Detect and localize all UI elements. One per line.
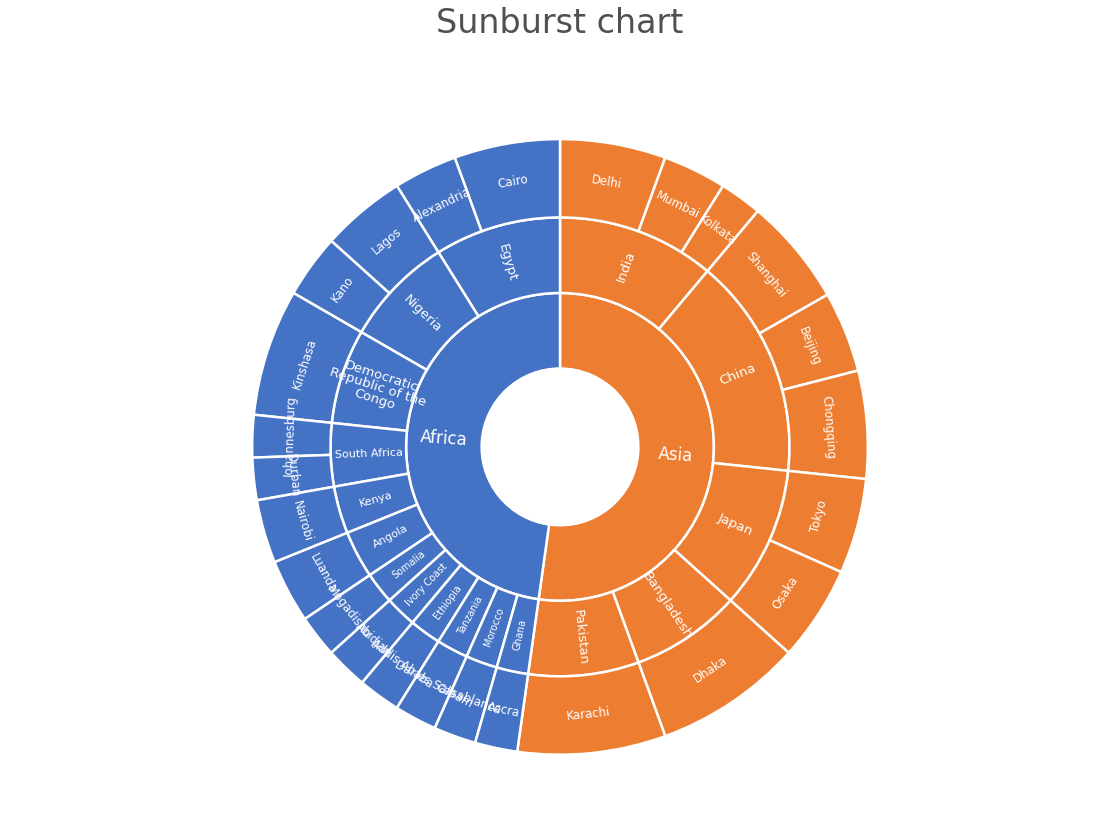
Text: Bangladesh: Bangladesh (640, 570, 694, 642)
Text: Somalia: Somalia (391, 549, 428, 580)
Wedge shape (407, 293, 560, 599)
Text: Delhi: Delhi (590, 173, 623, 192)
Text: Angola: Angola (372, 523, 410, 550)
Text: Beijing: Beijing (795, 325, 823, 367)
Wedge shape (730, 540, 841, 653)
Text: Chongqing: Chongqing (819, 395, 837, 459)
Text: Cairo: Cairo (497, 173, 530, 192)
Text: Asia: Asia (657, 445, 694, 465)
Text: Democratic
Republic of the
Congo: Democratic Republic of the Congo (324, 354, 431, 421)
Wedge shape (438, 218, 560, 317)
Text: Nairobi: Nairobi (290, 499, 314, 543)
Text: Alexandria: Alexandria (411, 186, 474, 225)
Wedge shape (638, 158, 724, 252)
Wedge shape (252, 415, 332, 458)
Text: China: China (718, 362, 758, 388)
Wedge shape (613, 550, 730, 663)
Wedge shape (334, 474, 418, 533)
Wedge shape (659, 271, 790, 471)
Wedge shape (347, 505, 432, 575)
Text: Mumbai: Mumbai (654, 189, 702, 222)
Wedge shape (332, 332, 427, 431)
Wedge shape (370, 533, 446, 601)
Wedge shape (539, 293, 713, 601)
Text: Ethiopia: Ethiopia (431, 583, 463, 621)
Wedge shape (362, 252, 478, 370)
Text: Johannesburg: Johannesburg (283, 396, 299, 478)
Wedge shape (769, 471, 866, 572)
Wedge shape (274, 533, 370, 619)
Text: Accra: Accra (487, 700, 522, 719)
Text: Tokyo: Tokyo (809, 499, 830, 534)
Wedge shape (252, 455, 334, 501)
Wedge shape (455, 139, 560, 231)
Text: Africa: Africa (420, 428, 468, 449)
Text: Morocco: Morocco (483, 606, 506, 648)
Wedge shape (517, 663, 665, 754)
Text: Kinshasa: Kinshasa (290, 337, 319, 391)
Text: Luanda: Luanda (307, 551, 338, 596)
Wedge shape (708, 211, 828, 333)
Wedge shape (638, 601, 788, 736)
Wedge shape (435, 657, 497, 743)
Text: South Africa: South Africa (334, 448, 402, 459)
Text: Japan: Japan (716, 512, 755, 538)
Wedge shape (759, 295, 858, 390)
Text: Nigeria: Nigeria (401, 292, 444, 335)
Wedge shape (682, 186, 758, 271)
Text: Pakistan: Pakistan (571, 609, 589, 666)
Text: India: India (614, 249, 637, 284)
Wedge shape (674, 463, 788, 601)
Wedge shape (475, 668, 528, 752)
Text: Lagos: Lagos (370, 225, 404, 257)
Wedge shape (293, 241, 390, 332)
Text: Dhaka: Dhaka (691, 654, 729, 685)
Text: Ivory Coast: Ivory Coast (404, 561, 449, 608)
Text: Kenya: Kenya (358, 491, 393, 509)
Text: Kolkata: Kolkata (697, 212, 739, 248)
Text: Tanzania: Tanzania (456, 595, 485, 638)
Text: Kano: Kano (329, 273, 356, 305)
Circle shape (482, 369, 638, 525)
Wedge shape (396, 158, 482, 252)
Wedge shape (560, 218, 708, 329)
Wedge shape (330, 423, 409, 486)
Wedge shape (305, 575, 390, 653)
Wedge shape (362, 622, 438, 708)
Wedge shape (467, 587, 517, 668)
Text: Durban: Durban (284, 453, 301, 497)
Wedge shape (497, 595, 539, 675)
Text: Shanghai: Shanghai (744, 249, 788, 300)
Text: Addis Ababa: Addis Ababa (368, 638, 436, 691)
Text: Abidjan: Abidjan (353, 620, 394, 660)
Wedge shape (332, 186, 438, 293)
Text: Dar es Salaam: Dar es Salaam (393, 658, 475, 710)
Wedge shape (412, 564, 478, 642)
Text: Mogadishu: Mogadishu (324, 583, 373, 642)
Text: Egypt: Egypt (496, 243, 519, 283)
Text: Osaka: Osaka (769, 575, 801, 612)
Wedge shape (560, 139, 665, 231)
Wedge shape (254, 293, 362, 423)
Wedge shape (390, 550, 461, 622)
Wedge shape (782, 370, 868, 479)
Text: Casablanca: Casablanca (433, 681, 503, 717)
Text: Karachi: Karachi (566, 706, 610, 723)
Title: Sunburst chart: Sunburst chart (437, 7, 683, 40)
Wedge shape (396, 642, 467, 728)
Wedge shape (528, 591, 638, 676)
Text: Ghana: Ghana (512, 617, 529, 651)
Wedge shape (332, 601, 412, 683)
Wedge shape (438, 577, 497, 657)
Wedge shape (256, 486, 347, 562)
